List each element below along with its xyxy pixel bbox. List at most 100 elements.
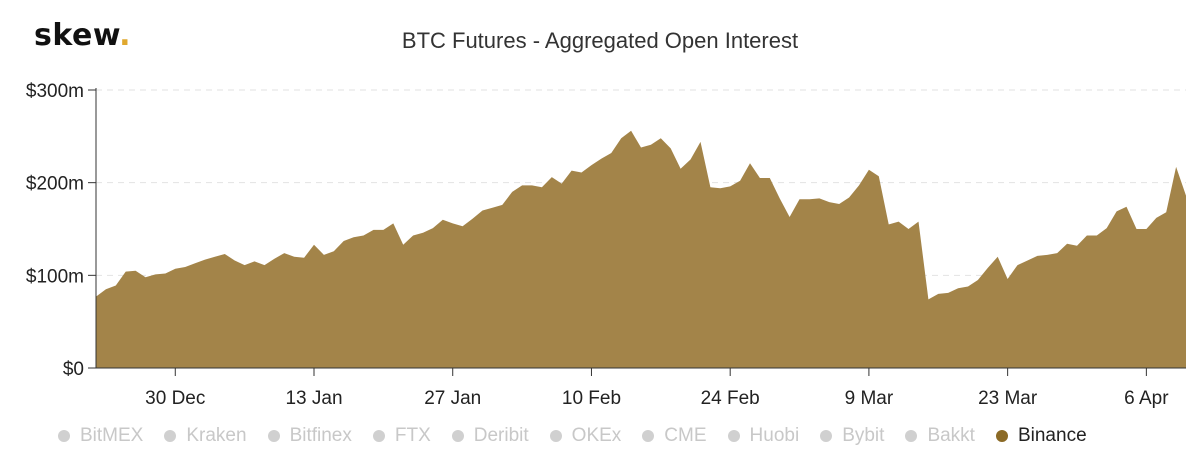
data-point	[193, 261, 197, 265]
data-point	[332, 249, 336, 253]
data-point	[173, 267, 177, 271]
x-tick-label: 27 Jan	[424, 388, 481, 409]
data-point	[837, 202, 841, 206]
data-point	[1164, 210, 1168, 214]
data-point	[1174, 165, 1178, 169]
legend-item-kraken[interactable]: Kraken	[164, 425, 247, 447]
data-point	[708, 185, 712, 189]
data-point	[570, 169, 574, 173]
legend-label: Bybit	[842, 425, 885, 446]
data-point	[134, 269, 138, 273]
data-point	[381, 228, 385, 232]
legend-item-bitfinex[interactable]: Bitfinex	[267, 425, 352, 447]
legend-label: Bitfinex	[289, 425, 352, 446]
data-point	[649, 143, 653, 147]
x-tick-label: 9 Mar	[845, 388, 894, 409]
data-point	[510, 190, 514, 194]
data-point	[718, 186, 722, 190]
data-point	[302, 256, 306, 260]
data-point	[451, 221, 455, 225]
data-point	[500, 203, 504, 207]
legend-dot-icon	[642, 430, 655, 442]
x-tick-label: 13 Jan	[285, 388, 342, 409]
legend-dot-icon	[58, 430, 70, 442]
data-point	[778, 196, 782, 200]
data-point	[1006, 277, 1010, 281]
data-point	[808, 197, 812, 201]
legend-item-bitmex[interactable]: BitMEX	[58, 425, 143, 447]
data-point	[917, 220, 921, 224]
legend-item-cme[interactable]: CME	[642, 425, 707, 447]
legend-dot-icon	[451, 430, 464, 442]
data-point	[1055, 251, 1059, 255]
data-point	[530, 183, 534, 187]
data-point	[827, 200, 831, 204]
data-point	[550, 175, 554, 179]
data-point	[817, 196, 821, 200]
data-point	[1115, 209, 1119, 213]
data-point	[897, 220, 901, 224]
data-point	[312, 243, 316, 247]
data-point	[1144, 227, 1148, 231]
data-point	[391, 221, 395, 225]
legend-item-okex[interactable]: OKEx	[549, 425, 621, 447]
data-point	[738, 179, 742, 183]
data-point	[520, 183, 524, 187]
data-point	[1026, 259, 1030, 263]
data-point	[441, 218, 445, 222]
y-tick-label: $300m	[26, 81, 84, 102]
data-point	[144, 275, 148, 279]
series-area-binance	[96, 130, 1186, 368]
legend-item-ftx[interactable]: FTX	[372, 425, 431, 447]
legend-item-huobi[interactable]: Huobi	[727, 425, 800, 447]
legend-dot-icon	[820, 430, 833, 442]
legend-dot-icon	[164, 430, 177, 442]
legend-item-bybit[interactable]: Bybit	[820, 425, 884, 447]
legend-item-binance[interactable]: Binance	[995, 425, 1087, 447]
data-point	[154, 272, 158, 276]
logo-text: skew	[34, 18, 120, 53]
legend-item-deribit[interactable]: Deribit	[451, 425, 529, 447]
data-point	[490, 206, 494, 210]
data-point	[203, 258, 207, 262]
data-point	[956, 286, 960, 290]
data-point	[272, 257, 276, 261]
legend-label: Kraken	[186, 425, 247, 446]
data-point	[659, 136, 663, 140]
data-point	[599, 157, 603, 161]
data-point	[411, 234, 415, 238]
data-point	[788, 215, 792, 219]
legend-label: Deribit	[473, 425, 529, 446]
data-point	[590, 163, 594, 167]
data-point	[163, 272, 167, 276]
data-point	[986, 266, 990, 270]
data-point	[946, 291, 950, 295]
x-tick-label: 30 Dec	[145, 388, 205, 409]
data-point	[976, 278, 980, 282]
data-point	[758, 176, 762, 180]
skew-logo: skew.	[34, 18, 131, 53]
data-point	[233, 259, 237, 263]
data-point	[213, 255, 217, 259]
chart-title: BTC Futures - Aggregated Open Interest	[401, 28, 799, 53]
legend: BitMEX Kraken Bitfinex FTX Deribit OKEx CME Huo…	[58, 424, 1108, 448]
data-point	[540, 185, 544, 189]
data-point	[857, 183, 861, 187]
data-point	[263, 263, 267, 267]
data-point	[1085, 234, 1089, 238]
data-point	[401, 243, 405, 247]
data-point	[243, 263, 247, 267]
data-point	[1065, 242, 1069, 246]
legend-label: Huobi	[749, 425, 800, 446]
x-tick-label: 24 Feb	[701, 388, 760, 409]
data-point	[1154, 216, 1158, 220]
data-point	[481, 209, 485, 213]
data-point	[936, 292, 940, 296]
legend-dot-icon	[549, 430, 562, 442]
data-point	[907, 227, 911, 231]
legend-item-bakkt[interactable]: Bakkt	[905, 425, 975, 447]
legend-label: CME	[664, 425, 707, 446]
legend-label: Bakkt	[927, 425, 975, 446]
y-tick-label: $0	[63, 359, 84, 380]
